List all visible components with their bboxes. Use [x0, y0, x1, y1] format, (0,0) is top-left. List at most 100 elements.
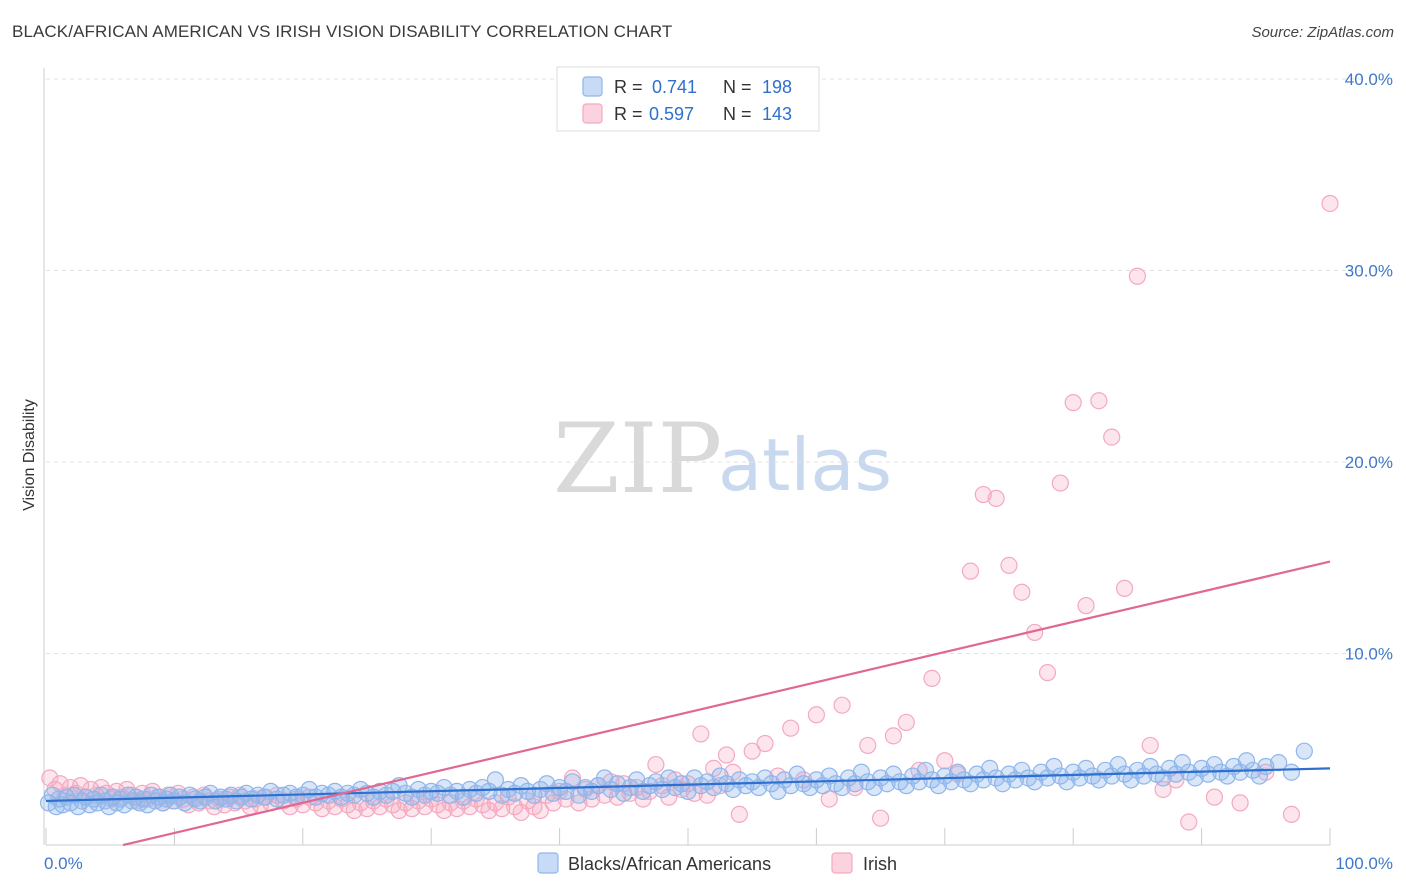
chart-title: BLACK/AFRICAN AMERICAN VS IRISH VISION D… — [12, 22, 673, 41]
irish-point — [1000, 556, 1018, 575]
irish-point — [730, 805, 748, 823]
irish-point — [884, 727, 903, 745]
trend-lines — [45, 560, 1331, 847]
irish-point — [384, 796, 402, 814]
black-points — [39, 742, 1313, 816]
irish-point — [987, 489, 1005, 507]
irish-point — [859, 736, 877, 755]
bottom-swatch-black — [537, 852, 559, 874]
irish-point — [692, 725, 710, 743]
black-point — [493, 786, 511, 804]
irish-point — [1282, 805, 1301, 823]
irish-trend-line — [122, 560, 1331, 847]
irish-point — [717, 746, 736, 764]
legend-r-value-irish: 0.597 — [649, 104, 694, 124]
black-point — [409, 780, 427, 799]
irish-point — [871, 809, 890, 827]
y-tick-label: 40.0% — [1345, 70, 1393, 89]
irish-point — [711, 777, 729, 795]
source-credit: Source: ZipAtlas.com — [1251, 24, 1394, 41]
black-point — [1250, 767, 1268, 785]
y-axis-label: Vision Disability — [21, 399, 38, 511]
black-point — [897, 777, 915, 795]
irish-point — [807, 706, 826, 724]
irish-point — [1128, 267, 1147, 285]
tick-labels: 10.0% 20.0% 30.0% 40.0% 0.0% 100.0% — [44, 70, 1393, 873]
black-point — [486, 771, 504, 789]
irish-point — [936, 752, 954, 770]
irish-point — [923, 669, 941, 687]
watermark-zip: ZIP — [553, 403, 722, 515]
irish-point — [1141, 736, 1159, 755]
irish-point — [1051, 474, 1069, 492]
legend-n-value-black: 198 — [762, 77, 792, 97]
bottom-legend-irish: Irish — [863, 854, 897, 874]
bottom-legend-black: Blacks/African Americans — [568, 854, 771, 874]
legend-swatch-black — [582, 76, 603, 97]
legend-n-label-irish: N = — [723, 104, 752, 124]
black-point — [1199, 765, 1217, 783]
axes — [43, 68, 1331, 846]
black-point — [1282, 763, 1301, 781]
black-point — [1064, 763, 1082, 781]
irish-point — [1205, 788, 1224, 806]
legend-n-label-black: N = — [723, 77, 752, 97]
irish-point — [897, 713, 915, 732]
black-point — [1186, 769, 1204, 787]
black-point — [1090, 771, 1108, 789]
y-tick-label: 10.0% — [1345, 645, 1393, 664]
legend-r-value-black: 0.741 — [652, 77, 697, 97]
bottom-swatch-irish — [831, 852, 853, 874]
irish-point — [647, 755, 665, 774]
black-point — [1154, 769, 1172, 787]
black-point — [1122, 771, 1140, 789]
black-trend-line — [45, 767, 1331, 803]
irish-point — [833, 696, 851, 714]
black-point — [1026, 773, 1044, 791]
black-point — [807, 771, 826, 789]
irish-point — [1013, 583, 1031, 601]
legend-r-label-black: R = — [614, 77, 643, 97]
black-point — [1295, 742, 1313, 760]
irish-point — [1077, 597, 1095, 615]
legend-n-value-irish: 143 — [762, 104, 792, 124]
gridlines — [46, 78, 1366, 654]
black-point — [871, 769, 890, 787]
x-tick-label-min: 0.0% — [44, 854, 83, 873]
black-point — [724, 780, 742, 799]
black-point — [936, 767, 954, 785]
black-point — [923, 771, 941, 789]
black-point — [1109, 755, 1127, 774]
black-point — [1000, 765, 1018, 783]
series-legend: Blacks/African Americans Irish — [537, 852, 897, 874]
irish-point — [1038, 664, 1057, 682]
stats-legend: R = 0.741 N = 198 R = 0.597 N = 143 — [556, 66, 820, 132]
black-point — [1173, 754, 1191, 772]
irish-point — [531, 801, 549, 820]
black-point — [1058, 773, 1076, 791]
black-point — [525, 786, 543, 804]
irish-point — [782, 719, 800, 737]
black-point — [429, 784, 447, 802]
legend-swatch-irish — [582, 103, 603, 124]
black-point — [961, 775, 980, 793]
irish-point — [1064, 394, 1082, 412]
black-point — [859, 773, 877, 791]
x-tick-label-max: 100.0% — [1335, 854, 1393, 873]
irish-point — [1231, 794, 1249, 812]
irish-point — [518, 792, 537, 810]
irish-point — [961, 562, 980, 580]
y-tick-label: 20.0% — [1345, 453, 1393, 472]
irish-point — [1090, 392, 1108, 410]
watermark-atlas: atlas — [718, 423, 892, 507]
black-point — [608, 775, 626, 793]
irish-point — [1321, 194, 1339, 213]
legend-r-label-irish: R = — [614, 104, 643, 124]
irish-point — [743, 742, 761, 760]
black-point — [1237, 752, 1256, 770]
irish-point — [974, 485, 992, 504]
irish-point — [756, 734, 774, 753]
y-tick-label: 30.0% — [1345, 262, 1393, 281]
black-point — [634, 782, 652, 800]
